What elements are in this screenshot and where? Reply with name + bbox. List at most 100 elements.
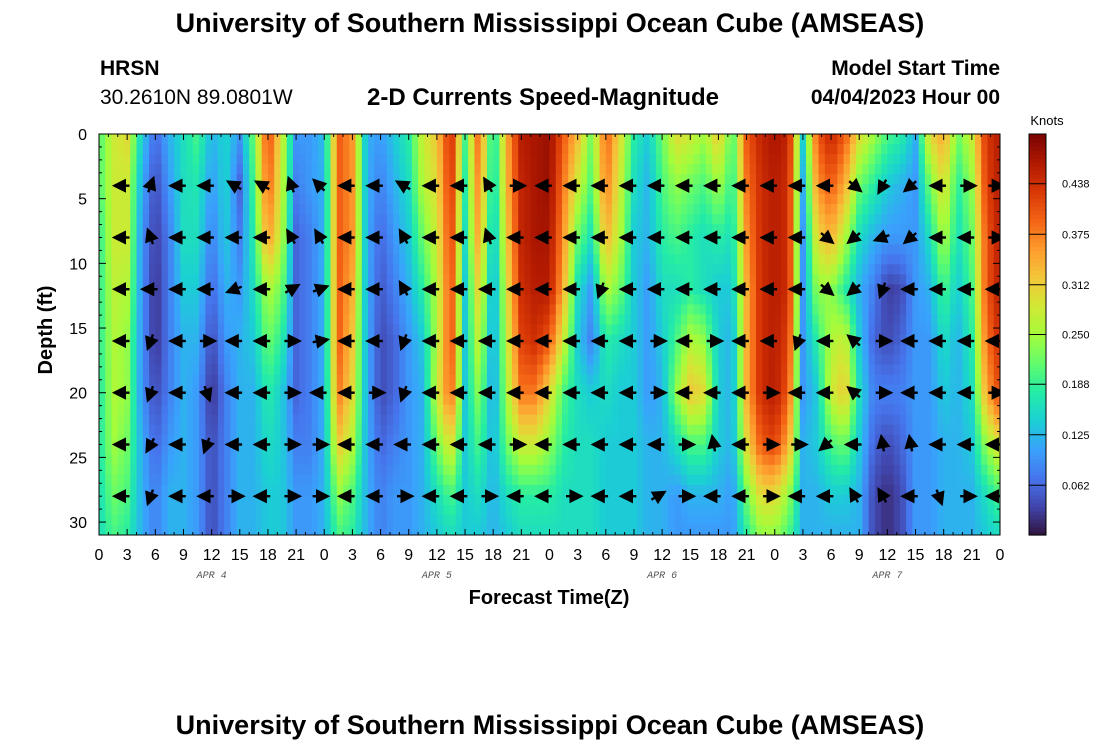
heatmap-cell <box>117 214 125 225</box>
heatmap-cell <box>236 454 244 466</box>
heatmap-cell <box>111 144 119 155</box>
heatmap-cell <box>236 374 244 386</box>
heatmap-cell <box>893 134 901 145</box>
heatmap-cell <box>693 374 701 386</box>
heatmap-cell <box>937 324 945 336</box>
heatmap-cell <box>255 454 263 466</box>
heatmap-cell <box>762 254 770 265</box>
heatmap-cell <box>205 264 213 275</box>
heatmap-cell <box>993 264 1000 275</box>
heatmap-cell <box>724 174 732 185</box>
heatmap-cell <box>949 234 957 245</box>
heatmap-cell <box>242 284 250 296</box>
heatmap-cell <box>236 394 244 406</box>
heatmap-cell <box>399 394 407 406</box>
heatmap-cell <box>111 194 119 205</box>
heatmap-cell <box>99 434 106 446</box>
heatmap-cell <box>399 424 407 436</box>
heatmap-cell <box>630 234 638 245</box>
heatmap-cell <box>787 384 795 396</box>
heatmap-cell <box>693 404 701 416</box>
heatmap-cell <box>255 274 263 285</box>
heatmap-cell <box>368 384 375 396</box>
heatmap-cell <box>818 404 826 416</box>
heatmap-cell <box>912 264 920 275</box>
heatmap-cell <box>111 214 119 225</box>
heatmap-cell <box>787 194 795 205</box>
heatmap-cell <box>968 304 976 316</box>
heatmap-cell <box>793 214 801 225</box>
heatmap-cell <box>292 284 300 296</box>
heatmap-cell <box>674 404 682 416</box>
heatmap-cell <box>330 474 338 486</box>
heatmap-cell <box>618 164 626 175</box>
heatmap-cell <box>111 304 119 316</box>
heatmap-cell <box>662 144 669 155</box>
heatmap-cell <box>461 464 469 476</box>
heatmap-cell <box>155 214 163 225</box>
heatmap-cell <box>380 364 388 376</box>
heatmap-cell <box>881 304 888 316</box>
heatmap-cell <box>149 424 156 436</box>
heatmap-cell <box>536 354 544 366</box>
heatmap-cell <box>493 464 501 476</box>
heatmap-cell <box>105 234 113 245</box>
heatmap-cell <box>361 184 369 195</box>
heatmap-cell <box>430 234 438 245</box>
heatmap-cell <box>330 324 338 336</box>
heatmap-cell <box>912 274 920 285</box>
heatmap-cell <box>812 314 820 326</box>
heatmap-cell <box>649 474 657 486</box>
heatmap-cell <box>405 474 413 486</box>
heatmap-cell <box>881 254 888 265</box>
heatmap-cell <box>336 424 344 436</box>
heatmap-cell <box>455 144 463 155</box>
heatmap-cell <box>99 444 106 456</box>
heatmap-cell <box>730 314 738 326</box>
heatmap-cell <box>343 144 350 155</box>
heatmap-cell <box>962 404 970 416</box>
heatmap-cell <box>705 444 713 456</box>
heatmap-cell <box>643 144 651 155</box>
heatmap-cell <box>724 364 732 376</box>
heatmap-cell <box>224 224 231 235</box>
heatmap-cell <box>655 214 663 225</box>
heatmap-cell <box>249 184 257 195</box>
heatmap-cell <box>824 264 832 275</box>
heatmap-cell <box>449 164 457 175</box>
heatmap-cell <box>405 264 413 275</box>
heatmap-cell <box>687 384 695 396</box>
heatmap-cell <box>136 404 144 416</box>
heatmap-cell <box>931 444 939 456</box>
heatmap-cell <box>931 154 939 165</box>
heatmap-cell <box>981 444 989 456</box>
heatmap-cell <box>211 454 219 466</box>
heatmap-cell <box>449 264 457 275</box>
heatmap-cell <box>962 194 970 205</box>
heatmap-cell <box>868 234 876 245</box>
heatmap-cell <box>806 364 813 376</box>
heatmap-cell <box>180 194 188 205</box>
heatmap-cell <box>718 364 726 376</box>
heatmap-cell <box>868 204 876 215</box>
heatmap-cell <box>411 314 419 326</box>
heatmap-cell <box>411 214 419 225</box>
heatmap-cell <box>155 474 163 486</box>
heatmap-cell <box>555 224 563 235</box>
heatmap-cell <box>637 164 644 175</box>
heatmap-cell <box>436 314 444 326</box>
heatmap-cell <box>793 174 801 185</box>
heatmap-cell <box>524 454 532 466</box>
heatmap-cell <box>217 224 225 235</box>
heatmap-cell <box>461 214 469 225</box>
heatmap-cell <box>224 334 231 346</box>
heatmap-cell <box>881 324 888 336</box>
heatmap-cell <box>612 204 619 215</box>
heatmap-cell <box>186 174 194 185</box>
heatmap-cell <box>749 144 757 155</box>
heatmap-cell <box>868 384 876 396</box>
heatmap-cell <box>286 274 294 285</box>
heatmap-cell <box>687 394 695 406</box>
heatmap-cell <box>493 394 501 406</box>
heatmap-cell <box>255 464 263 476</box>
